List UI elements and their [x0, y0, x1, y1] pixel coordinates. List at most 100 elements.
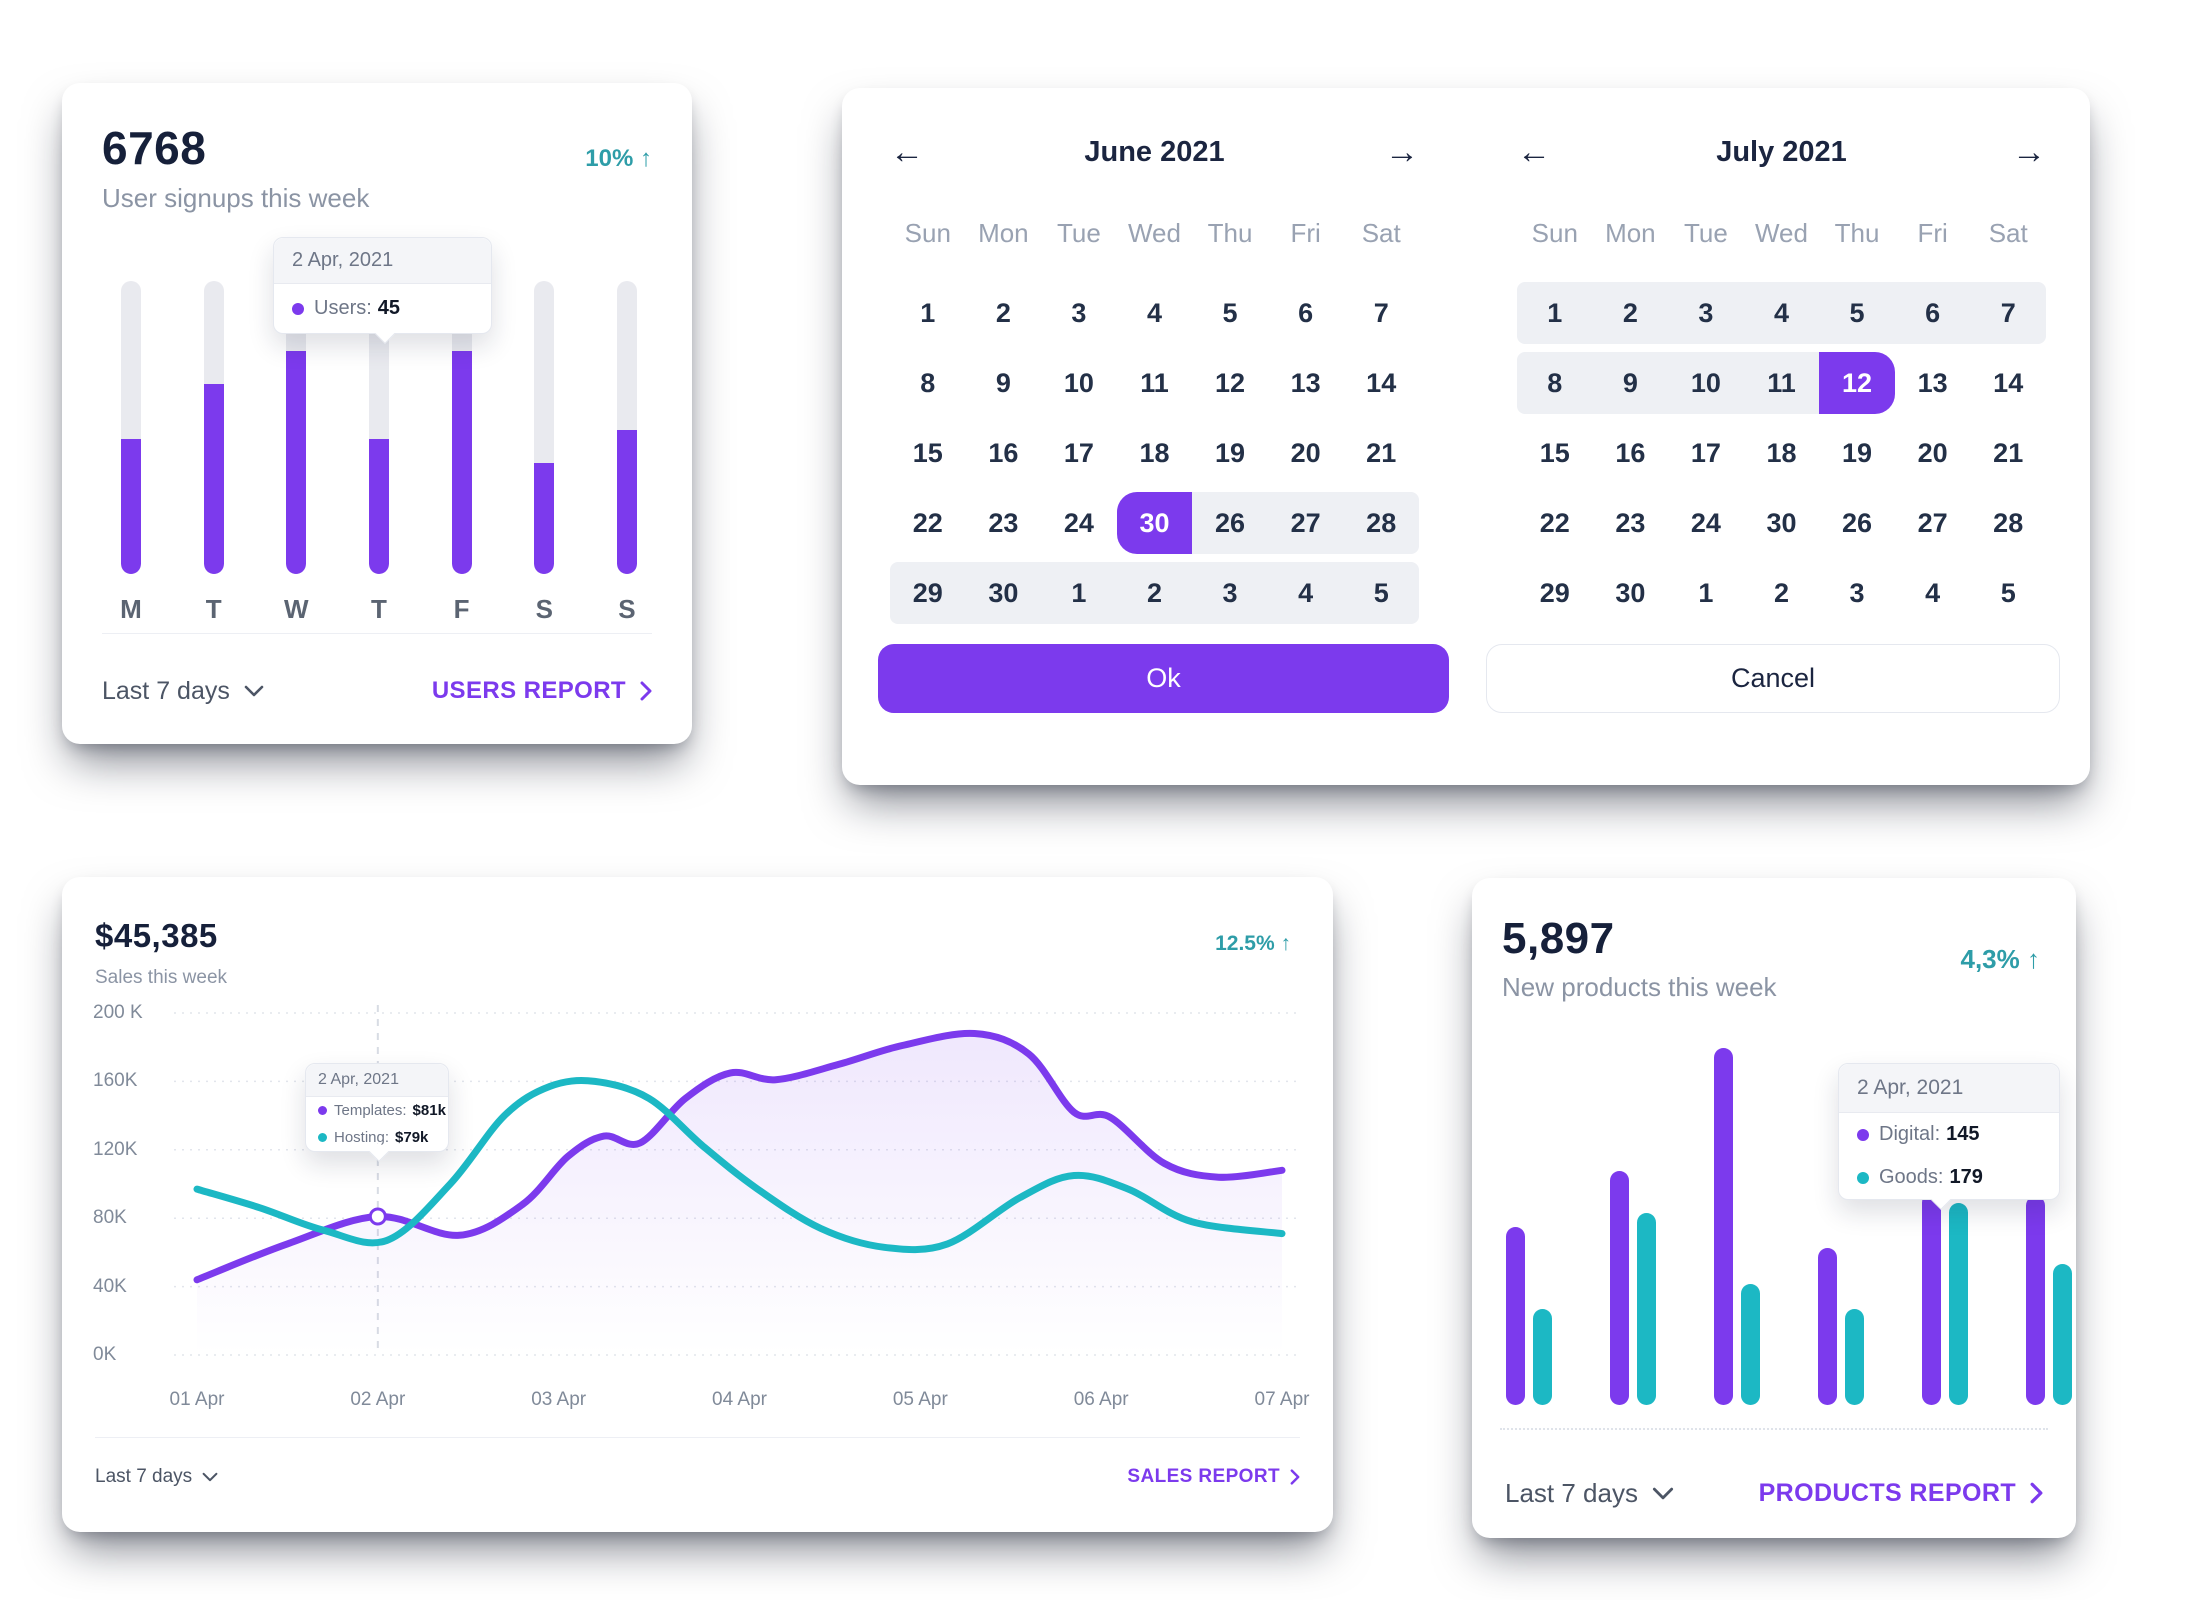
calendar-day[interactable]: 27 — [1267, 492, 1344, 554]
calendar-day[interactable]: 2 — [1773, 577, 1789, 608]
calendar-day[interactable]: 23 — [988, 507, 1019, 538]
calendar-day[interactable]: 30 — [965, 562, 1042, 624]
calendar-day[interactable]: 10 — [1063, 367, 1094, 398]
hosting-line[interactable] — [193, 1077, 1286, 1254]
sales-range-picker[interactable]: Last 7 days — [95, 1466, 218, 1488]
calendar-day[interactable]: 3 — [1192, 562, 1268, 624]
digital-bar-5[interactable] — [2026, 1196, 2045, 1405]
calendar-day[interactable]: 29 — [890, 562, 966, 624]
calendar-day[interactable]: 21 — [1366, 437, 1397, 468]
calendar-day[interactable]: 29 — [1539, 577, 1570, 608]
calendar-day[interactable]: 2 — [1592, 282, 1669, 344]
digital-bar-2[interactable] — [1714, 1048, 1733, 1405]
calendar-day[interactable]: 7 — [1373, 297, 1389, 328]
goods-bar-4[interactable] — [1949, 1203, 1968, 1405]
signup-bar-5[interactable]: S — [534, 281, 555, 641]
calendar-day[interactable]: 1 — [1041, 562, 1117, 624]
templates-line[interactable] — [193, 1029, 1286, 1284]
calendar-day[interactable]: 22 — [1539, 507, 1570, 538]
calendar-day[interactable]: 28 — [1343, 492, 1419, 554]
signup-bar-2[interactable]: W — [284, 281, 309, 641]
calendar-day[interactable]: 1 — [920, 297, 936, 328]
ok-button[interactable]: Ok — [878, 644, 1449, 713]
signup-bar-6[interactable]: S — [616, 281, 637, 641]
calendar-day[interactable]: 3 — [1849, 577, 1865, 608]
goods-bar-2[interactable] — [1741, 1284, 1760, 1405]
digital-bar-1[interactable] — [1610, 1171, 1629, 1405]
calendar-day[interactable]: 16 — [988, 437, 1019, 468]
calendar-day[interactable]: 1 — [1517, 282, 1593, 344]
calendar-day[interactable]: 14 — [1366, 367, 1397, 398]
calendar-day[interactable]: 5 — [1343, 562, 1419, 624]
next-month-arrow-icon[interactable]: → — [2011, 133, 2046, 171]
products-range-picker[interactable]: Last 7 days — [1505, 1478, 1674, 1509]
calendar-day[interactable]: 30 — [1615, 577, 1646, 608]
calendar-day[interactable]: 6 — [1894, 282, 1971, 344]
signup-bar-1[interactable]: T — [203, 281, 224, 641]
calendar-day[interactable]: 19 — [1842, 437, 1873, 468]
calendar-day[interactable]: 17 — [1690, 437, 1721, 468]
calendar-day[interactable]: 2 — [1116, 562, 1193, 624]
calendar-day[interactable]: 9 — [995, 367, 1011, 398]
calendar-day[interactable]: 26 — [1192, 492, 1268, 554]
calendar-day[interactable]: 12 — [1215, 367, 1246, 398]
calendar-day[interactable]: 30 — [1766, 507, 1797, 538]
calendar-day[interactable]: 12 — [1819, 352, 1895, 414]
products-report-link[interactable]: PRODUCTS REPORT — [1759, 1479, 2043, 1508]
calendar-day[interactable]: 9 — [1592, 352, 1669, 414]
calendar-day[interactable]: 8 — [920, 367, 936, 398]
sales-report-link[interactable]: SALES REPORT — [1127, 1466, 1300, 1488]
calendar-day[interactable]: 14 — [1993, 367, 2024, 398]
prev-month-arrow-icon[interactable]: ← — [1517, 133, 1551, 171]
calendar-day[interactable]: 22 — [912, 507, 943, 538]
calendar-day[interactable]: 8 — [1517, 352, 1593, 414]
calendar-day[interactable]: 4 — [1267, 562, 1344, 624]
calendar-day[interactable]: 26 — [1842, 507, 1873, 538]
calendar-day[interactable]: 4 — [1925, 577, 1941, 608]
calendar-day[interactable]: 11 — [1140, 367, 1169, 398]
users-report-link[interactable]: USERS REPORT — [432, 677, 652, 705]
signup-bar-3[interactable]: T — [368, 281, 389, 641]
goods-bar-3[interactable] — [1845, 1309, 1864, 1405]
digital-bar-4[interactable] — [1922, 1193, 1941, 1405]
calendar-day[interactable]: 3 — [1071, 297, 1087, 328]
calendar-day[interactable]: 3 — [1668, 282, 1744, 344]
goods-bar-1[interactable] — [1637, 1213, 1656, 1405]
signup-bar-0[interactable]: M — [120, 281, 142, 641]
calendar-day[interactable]: 20 — [1290, 437, 1321, 468]
calendar-day[interactable]: 27 — [1917, 507, 1948, 538]
calendar-day[interactable]: 15 — [912, 437, 943, 468]
calendar-day[interactable]: 24 — [1690, 507, 1721, 538]
calendar-day[interactable]: 28 — [1993, 507, 2024, 538]
calendar-day[interactable]: 18 — [1139, 437, 1170, 468]
calendar-day[interactable]: 11 — [1743, 352, 1820, 414]
calendar-day[interactable]: 24 — [1063, 507, 1094, 538]
calendar-day[interactable]: 4 — [1146, 297, 1162, 328]
calendar-day[interactable]: 18 — [1766, 437, 1797, 468]
calendar-day[interactable]: 1 — [1698, 577, 1714, 608]
prev-month-arrow-icon[interactable]: ← — [890, 133, 924, 171]
calendar-day[interactable]: 30 — [1116, 492, 1193, 554]
cancel-button[interactable]: Cancel — [1486, 644, 2060, 713]
signups-range-picker[interactable]: Last 7 days — [102, 677, 264, 706]
digital-bar-0[interactable] — [1506, 1227, 1525, 1405]
calendar-day[interactable]: 4 — [1743, 282, 1820, 344]
calendar-day[interactable]: 13 — [1290, 367, 1321, 398]
calendar-day[interactable]: 16 — [1615, 437, 1646, 468]
calendar-day[interactable]: 13 — [1917, 367, 1948, 398]
calendar-day[interactable]: 5 — [1222, 297, 1238, 328]
calendar-day[interactable]: 20 — [1917, 437, 1948, 468]
calendar-day[interactable]: 10 — [1668, 352, 1744, 414]
calendar-day[interactable]: 6 — [1298, 297, 1314, 328]
signup-bar-4[interactable]: F — [451, 281, 472, 641]
calendar-day[interactable]: 21 — [1993, 437, 2024, 468]
calendar-day[interactable]: 17 — [1063, 437, 1094, 468]
next-month-arrow-icon[interactable]: → — [1384, 133, 1419, 171]
calendar-day[interactable]: 15 — [1539, 437, 1570, 468]
calendar-day[interactable]: 7 — [1970, 282, 2046, 344]
calendar-day[interactable]: 23 — [1615, 507, 1646, 538]
goods-bar-5[interactable] — [2053, 1264, 2072, 1405]
digital-bar-3[interactable] — [1818, 1248, 1837, 1405]
calendar-day[interactable]: 2 — [995, 297, 1011, 328]
calendar-day[interactable]: 19 — [1215, 437, 1246, 468]
